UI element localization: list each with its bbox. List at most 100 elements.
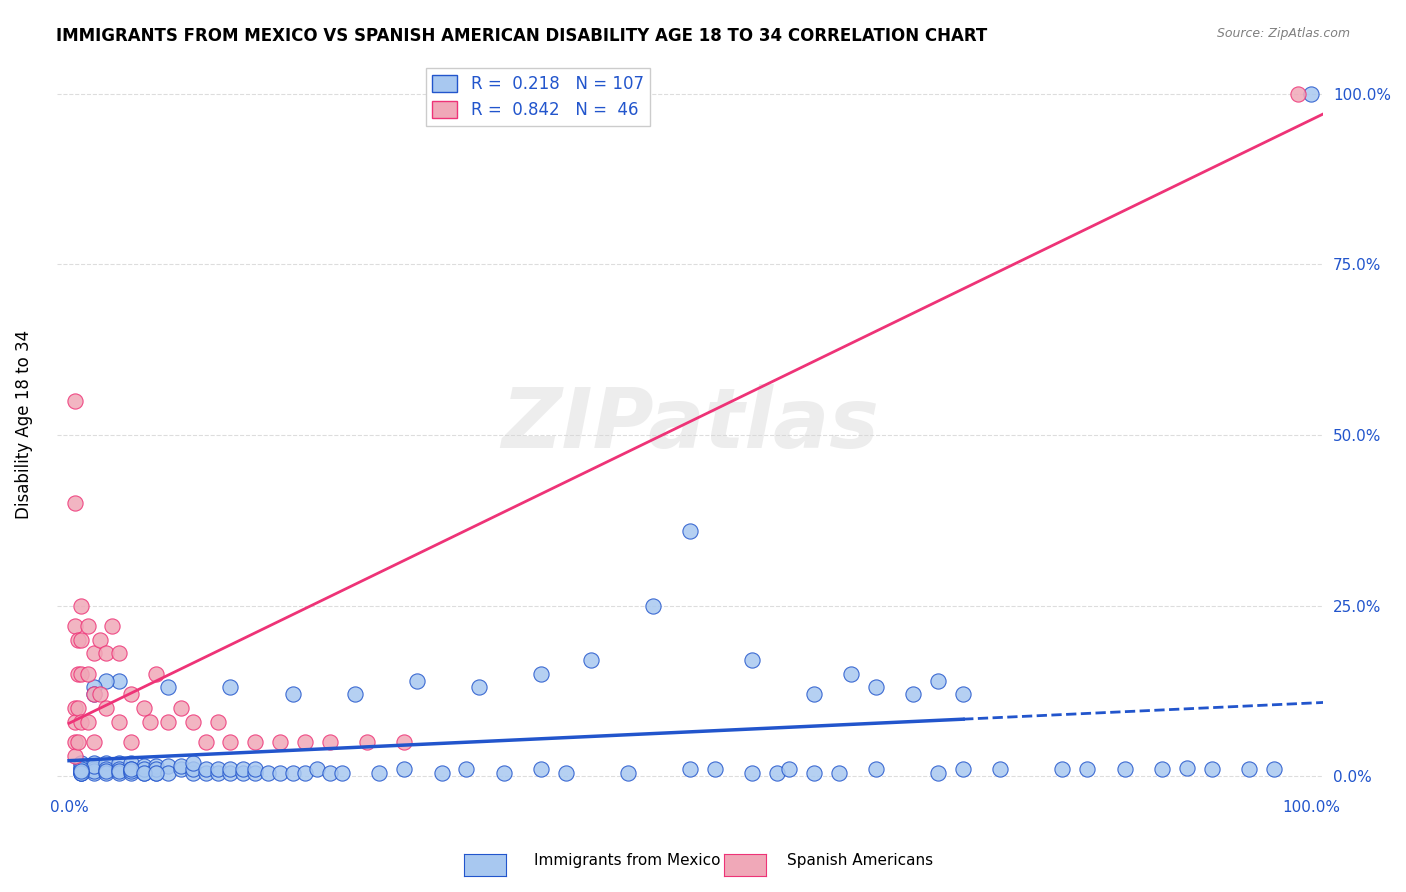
Point <box>157 765 180 780</box>
Point <box>307 763 329 777</box>
Point <box>96 756 118 770</box>
Point <box>132 765 155 780</box>
Point <box>903 687 925 701</box>
Point <box>803 765 825 780</box>
Point <box>219 735 242 749</box>
Point <box>145 763 167 777</box>
Point <box>83 681 105 695</box>
Point <box>865 681 887 695</box>
Point <box>70 765 93 780</box>
Point <box>120 763 142 777</box>
Point <box>107 764 129 778</box>
Point <box>65 748 87 763</box>
Point <box>120 756 142 770</box>
Point <box>83 756 105 770</box>
Point <box>70 764 93 778</box>
Y-axis label: Disability Age 18 to 34: Disability Age 18 to 34 <box>15 330 32 519</box>
Point <box>219 765 242 780</box>
Point <box>766 765 789 780</box>
Point <box>530 763 553 777</box>
Point <box>70 763 93 777</box>
Point <box>83 687 105 701</box>
Point <box>1150 763 1173 777</box>
Point <box>319 735 342 749</box>
Text: Immigrants from Mexico: Immigrants from Mexico <box>534 854 721 868</box>
Point <box>865 763 887 777</box>
Point <box>269 765 291 780</box>
Point <box>1288 87 1310 101</box>
Point <box>1237 763 1260 777</box>
Point <box>368 765 391 780</box>
Point <box>170 763 193 777</box>
Point <box>132 759 155 773</box>
Point <box>145 666 167 681</box>
Point <box>952 687 974 701</box>
Point <box>65 619 87 633</box>
Point <box>157 714 180 729</box>
Point <box>96 763 118 777</box>
Point <box>741 653 763 667</box>
Point <box>70 632 93 647</box>
Point <box>256 765 278 780</box>
Point <box>530 666 553 681</box>
Point <box>679 524 702 538</box>
Point <box>232 765 254 780</box>
Point <box>927 673 949 688</box>
Point <box>245 765 267 780</box>
Point <box>679 763 702 777</box>
Point <box>219 681 242 695</box>
Point <box>207 714 229 729</box>
Point <box>66 735 89 749</box>
Point <box>83 687 105 701</box>
Point <box>96 701 118 715</box>
Point <box>157 759 180 773</box>
Point <box>139 714 162 729</box>
Point <box>828 765 851 780</box>
Point <box>927 765 949 780</box>
Point <box>83 646 105 660</box>
Point <box>1175 761 1198 775</box>
Point <box>83 735 105 749</box>
Point <box>89 687 111 701</box>
Point <box>181 765 204 780</box>
Point <box>66 701 89 715</box>
Point <box>181 756 204 770</box>
Point <box>65 496 87 510</box>
Point <box>70 714 93 729</box>
Point <box>1201 763 1223 777</box>
Point <box>170 759 193 773</box>
Point <box>70 756 93 770</box>
Text: IMMIGRANTS FROM MEXICO VS SPANISH AMERICAN DISABILITY AGE 18 TO 34 CORRELATION C: IMMIGRANTS FROM MEXICO VS SPANISH AMERIC… <box>56 27 987 45</box>
Point <box>778 763 800 777</box>
Point <box>107 646 129 660</box>
Point <box>145 759 167 773</box>
Point <box>101 619 124 633</box>
Point <box>132 765 155 780</box>
Point <box>96 673 118 688</box>
Point <box>1114 763 1136 777</box>
Point <box>83 759 105 773</box>
Point <box>356 735 378 749</box>
Point <box>66 666 89 681</box>
Point <box>703 763 725 777</box>
Point <box>281 687 304 701</box>
Point <box>194 765 217 780</box>
Point <box>76 666 98 681</box>
Point <box>65 701 87 715</box>
Point <box>1076 763 1098 777</box>
Point <box>952 763 974 777</box>
Point <box>132 701 155 715</box>
Point <box>579 653 602 667</box>
Point <box>181 714 204 729</box>
Point <box>1263 763 1285 777</box>
Point <box>405 673 427 688</box>
Point <box>468 681 491 695</box>
Point <box>145 765 167 780</box>
Point <box>96 764 118 778</box>
Point <box>207 765 229 780</box>
Point <box>194 763 217 777</box>
Point <box>65 714 87 729</box>
Point <box>70 765 93 780</box>
Point <box>120 687 142 701</box>
Point <box>803 687 825 701</box>
